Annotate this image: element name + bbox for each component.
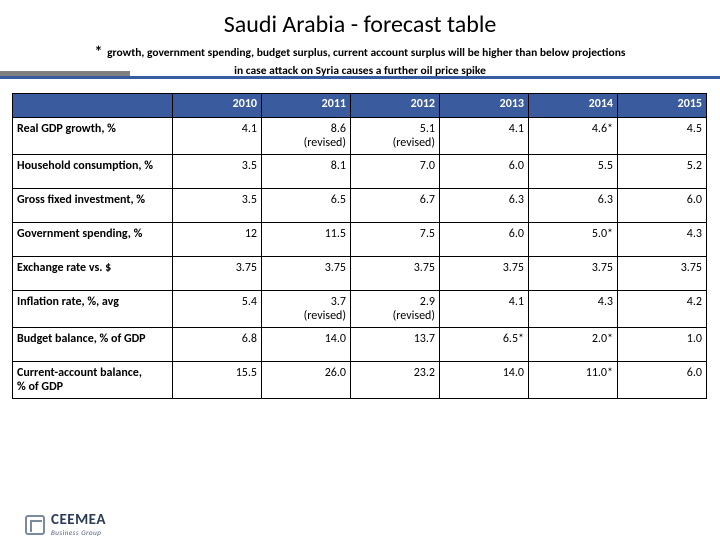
row-label: Gross fixed investment, % (13, 188, 173, 222)
cell: 3.75 (262, 256, 351, 290)
cell: 8.6 (revised) (262, 117, 351, 154)
cell: 6.8 (173, 327, 262, 361)
cell: 4.3 (529, 290, 618, 327)
cell: 6.0 (440, 154, 529, 188)
cell: 26.0 (262, 361, 351, 398)
logo-icon (25, 515, 45, 535)
row-label: Household consumption, % (13, 154, 173, 188)
cell: 2.0* (529, 327, 618, 361)
cell: 11.0* (529, 361, 618, 398)
cell: 23.2 (351, 361, 440, 398)
cell: 3.75 (618, 256, 707, 290)
cell: 14.0 (262, 327, 351, 361)
logo: CEEMEA Business Group (25, 513, 106, 536)
table-row: Exchange rate vs. $3.753.753.753.753.753… (13, 256, 707, 290)
forecast-table: 2010 2011 2012 2013 2014 2015 Real GDP g… (12, 93, 707, 399)
cell: 7.0 (351, 154, 440, 188)
asterisk: * (95, 43, 103, 62)
logo-text: CEEMEA Business Group (51, 513, 106, 536)
table-row: Household consumption, %3.58.17.06.05.55… (13, 154, 707, 188)
cell: 6.0 (618, 188, 707, 222)
cell: 5.5 (529, 154, 618, 188)
col-header: 2015 (618, 93, 707, 117)
col-header: 2011 (262, 93, 351, 117)
row-label: Government spending, % (13, 222, 173, 256)
cell: 8.1 (262, 154, 351, 188)
cell: 3.75 (440, 256, 529, 290)
table-row: Budget balance, % of GDP6.814.013.76.5*2… (13, 327, 707, 361)
cell: 6.0 (440, 222, 529, 256)
row-label: Budget balance, % of GDP (13, 327, 173, 361)
cell: 4.5 (618, 117, 707, 154)
table-row: Gross fixed investment, %3.56.56.76.36.3… (13, 188, 707, 222)
cell: 5.2 (618, 154, 707, 188)
cell: 4.2 (618, 290, 707, 327)
col-header: 2014 (529, 93, 618, 117)
cell: 3.75 (173, 256, 262, 290)
col-header: 2012 (351, 93, 440, 117)
table-row: Government spending, %1211.57.56.05.0*4.… (13, 222, 707, 256)
row-label: Current-account balance, % of GDP (13, 361, 173, 398)
cell: 14.0 (440, 361, 529, 398)
cell: 4.6* (529, 117, 618, 154)
cell: 5.4 (173, 290, 262, 327)
cell: 5.0* (529, 222, 618, 256)
cell: 3.7 (revised) (262, 290, 351, 327)
cell: 7.5 (351, 222, 440, 256)
table-row: Inflation rate, %, avg5.43.7 (revised)2.… (13, 290, 707, 327)
row-label: Real GDP growth, % (13, 117, 173, 154)
table-row: Current-account balance, % of GDP15.526.… (13, 361, 707, 398)
header-blank (13, 93, 173, 117)
page-title: Saudi Arabia - forecast table (0, 10, 720, 39)
cell: 4.3 (618, 222, 707, 256)
cell: 3.5 (173, 188, 262, 222)
col-header: 2010 (173, 93, 262, 117)
cell: 11.5 (262, 222, 351, 256)
cell: 6.5 (262, 188, 351, 222)
cell: 4.1 (440, 117, 529, 154)
cell: 4.1 (440, 290, 529, 327)
table-header-row: 2010 2011 2012 2013 2014 2015 (13, 93, 707, 117)
cell: 3.75 (529, 256, 618, 290)
cell: 3.5 (173, 154, 262, 188)
note-line-2: in case attack on Syria causes a further… (234, 64, 486, 78)
cell: 6.0 (618, 361, 707, 398)
cell: 6.3 (440, 188, 529, 222)
cell: 12 (173, 222, 262, 256)
cell: 3.75 (351, 256, 440, 290)
logo-name: CEEMEA (51, 513, 106, 528)
cell: 6.7 (351, 188, 440, 222)
cell: 4.1 (173, 117, 262, 154)
col-header: 2013 (440, 93, 529, 117)
cell: 5.1 (revised) (351, 117, 440, 154)
cell: 6.5* (440, 327, 529, 361)
cell: 1.0 (618, 327, 707, 361)
cell: 15.5 (173, 361, 262, 398)
logo-sub: Business Group (51, 529, 106, 536)
row-label: Exchange rate vs. $ (13, 256, 173, 290)
cell: 2.9 (revised) (351, 290, 440, 327)
table-row: Real GDP growth, %4.18.6 (revised)5.1 (r… (13, 117, 707, 154)
cell: 6.3 (529, 188, 618, 222)
row-label: Inflation rate, %, avg (13, 290, 173, 327)
note-line-1: growth, government spending, budget surp… (107, 46, 625, 60)
cell: 13.7 (351, 327, 440, 361)
